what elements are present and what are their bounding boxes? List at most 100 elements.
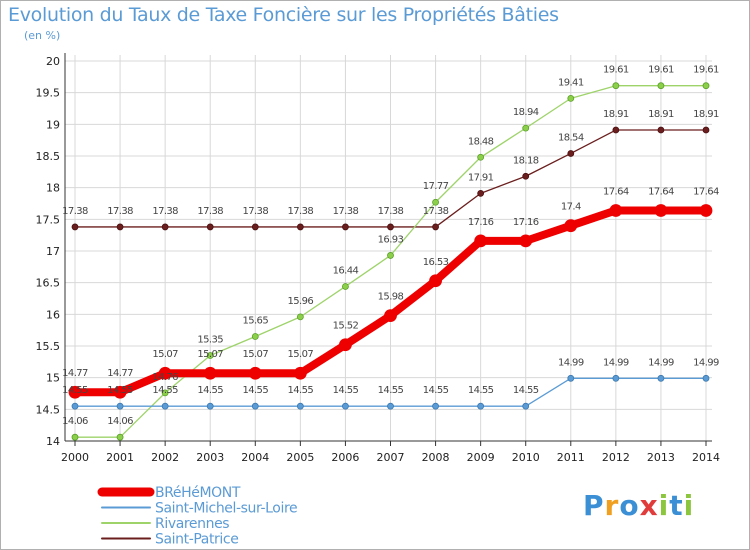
data-label-rivarennes: 17.77 bbox=[423, 181, 449, 192]
data-point-br-h-mont bbox=[564, 219, 578, 233]
data-label-saint-patrice: 17.38 bbox=[333, 206, 359, 217]
data-label-saint-patrice: 18.54 bbox=[558, 132, 584, 143]
data-point-saint-michel-sur-loire bbox=[702, 374, 710, 382]
data-point-br-h-mont bbox=[68, 385, 82, 399]
series-group bbox=[68, 82, 713, 441]
x-tick-label: 2004 bbox=[241, 451, 269, 464]
data-point-rivarennes bbox=[251, 333, 259, 340]
y-tick-label: 14 bbox=[46, 435, 60, 448]
data-point-saint-michel-sur-loire bbox=[477, 402, 485, 410]
data-point-br-h-mont bbox=[203, 366, 217, 380]
data-point-br-h-mont bbox=[609, 204, 623, 217]
data-label-saint-michel-sur-loire: 14.55 bbox=[378, 385, 404, 396]
x-tick-label: 2008 bbox=[422, 451, 450, 464]
data-point-saint-patrice bbox=[206, 223, 214, 231]
data-label-saint-patrice: 17.38 bbox=[62, 206, 88, 217]
data-point-saint-michel-sur-loire bbox=[296, 402, 304, 410]
y-tick-label: 19 bbox=[46, 118, 60, 131]
data-label-rivarennes: 19.61 bbox=[648, 65, 674, 76]
data-label-saint-michel-sur-loire: 14.99 bbox=[648, 357, 674, 368]
data-point-rivarennes bbox=[342, 283, 349, 290]
data-label-saint-patrice: 17.38 bbox=[152, 206, 178, 217]
legend-label: Rivarennes bbox=[155, 516, 229, 532]
data-point-rivarennes bbox=[161, 389, 169, 397]
x-tick-label: 2011 bbox=[557, 451, 585, 464]
y-tick-label: 16.5 bbox=[36, 277, 61, 290]
data-point-br-h-mont bbox=[248, 366, 262, 380]
data-label-br-h-mont: 15.98 bbox=[378, 292, 404, 303]
data-label-rivarennes: 14.06 bbox=[107, 416, 133, 427]
legend-label: Saint-Patrice bbox=[155, 532, 238, 548]
data-point-saint-patrice bbox=[116, 223, 124, 231]
data-point-br-h-mont bbox=[339, 338, 352, 352]
data-label-saint-michel-sur-loire: 14.55 bbox=[513, 385, 539, 396]
data-point-br-h-mont bbox=[519, 234, 533, 248]
data-label-saint-patrice: 17.38 bbox=[378, 206, 404, 217]
data-point-rivarennes bbox=[477, 153, 485, 161]
data-point-rivarennes bbox=[567, 94, 575, 102]
data-point-saint-patrice bbox=[432, 223, 439, 231]
data-label-rivarennes: 19.61 bbox=[603, 65, 629, 76]
data-point-rivarennes bbox=[657, 82, 665, 90]
x-tick-label: 2013 bbox=[647, 451, 675, 464]
data-point-saint-michel-sur-loire bbox=[657, 374, 665, 382]
data-labels: 17.38 17.38 17.38 17.38 17.38 17.38 17.38 17.38… bbox=[62, 65, 719, 428]
x-tick-label: 2006 bbox=[331, 451, 359, 464]
data-point-rivarennes bbox=[432, 198, 439, 206]
data-point-saint-michel-sur-loire bbox=[206, 402, 214, 410]
data-point-saint-michel-sur-loire bbox=[71, 402, 79, 410]
x-tick-label: 2003 bbox=[196, 451, 224, 464]
data-label-br-h-mont: 15.52 bbox=[333, 321, 359, 332]
logo-letter: t bbox=[669, 489, 684, 522]
y-tick-label: 17 bbox=[46, 245, 60, 258]
data-label-br-h-mont: 16.53 bbox=[423, 257, 449, 268]
data-label-br-h-mont: 15.07 bbox=[197, 349, 223, 360]
data-label-rivarennes: 16.93 bbox=[378, 234, 404, 245]
data-label-br-h-mont: 17.64 bbox=[693, 186, 719, 197]
x-tick-label: 2002 bbox=[151, 451, 179, 464]
data-label-rivarennes: 14.06 bbox=[62, 416, 88, 427]
data-label-rivarennes: 19.61 bbox=[693, 65, 719, 76]
data-label-saint-michel-sur-loire: 14.99 bbox=[558, 357, 584, 368]
data-point-rivarennes bbox=[296, 313, 304, 321]
data-label-saint-michel-sur-loire: 14.99 bbox=[603, 357, 629, 368]
data-label-saint-patrice: 17.38 bbox=[107, 206, 133, 217]
data-point-rivarennes bbox=[522, 124, 530, 132]
data-label-br-h-mont: 17.16 bbox=[513, 217, 539, 228]
x-tick-label: 2005 bbox=[286, 451, 314, 464]
legend: BRéHéMONTSaint-Michel-sur-LoireRivarenne… bbox=[97, 485, 298, 548]
data-point-br-h-mont bbox=[654, 204, 668, 217]
data-point-br-h-mont bbox=[113, 385, 127, 399]
data-label-saint-patrice: 17.38 bbox=[242, 206, 268, 217]
data-label-rivarennes: 15.65 bbox=[242, 316, 268, 327]
data-label-saint-michel-sur-loire: 14.55 bbox=[152, 385, 178, 396]
x-tick-label: 2009 bbox=[467, 451, 495, 464]
x-tick-label: 2007 bbox=[377, 451, 405, 464]
data-label-saint-michel-sur-loire: 14.55 bbox=[242, 385, 268, 396]
data-point-rivarennes bbox=[206, 352, 214, 359]
data-label-saint-patrice: 17.91 bbox=[468, 172, 494, 183]
data-point-rivarennes bbox=[702, 82, 710, 90]
data-label-saint-patrice: 18.91 bbox=[693, 109, 719, 120]
data-point-saint-patrice bbox=[296, 223, 304, 231]
data-point-saint-patrice bbox=[702, 126, 710, 134]
data-point-br-h-mont bbox=[384, 309, 397, 323]
axes: 2000 2001 2002 2003 2004 2005 2006 2007 2008 2009… bbox=[36, 53, 720, 464]
x-tick-label: 2000 bbox=[61, 451, 89, 464]
data-label-rivarennes: 15.35 bbox=[197, 335, 223, 346]
data-label-saint-michel-sur-loire: 14.55 bbox=[333, 385, 359, 396]
data-point-saint-michel-sur-loire bbox=[116, 402, 124, 410]
logo-letter: P bbox=[583, 489, 605, 522]
data-point-br-h-mont bbox=[293, 366, 307, 380]
logo-letter: i bbox=[683, 489, 695, 522]
data-label-br-h-mont: 17.4 bbox=[561, 202, 581, 213]
data-point-saint-michel-sur-loire bbox=[251, 402, 259, 410]
data-label-br-h-mont: 14.77 bbox=[62, 368, 88, 379]
data-point-saint-michel-sur-loire bbox=[387, 402, 394, 410]
data-label-saint-michel-sur-loire: 14.55 bbox=[197, 385, 223, 396]
data-point-saint-patrice bbox=[657, 126, 665, 134]
y-tick-label: 18.5 bbox=[36, 150, 61, 163]
data-point-saint-patrice bbox=[71, 223, 79, 231]
data-label-rivarennes: 14.76 bbox=[152, 372, 178, 383]
